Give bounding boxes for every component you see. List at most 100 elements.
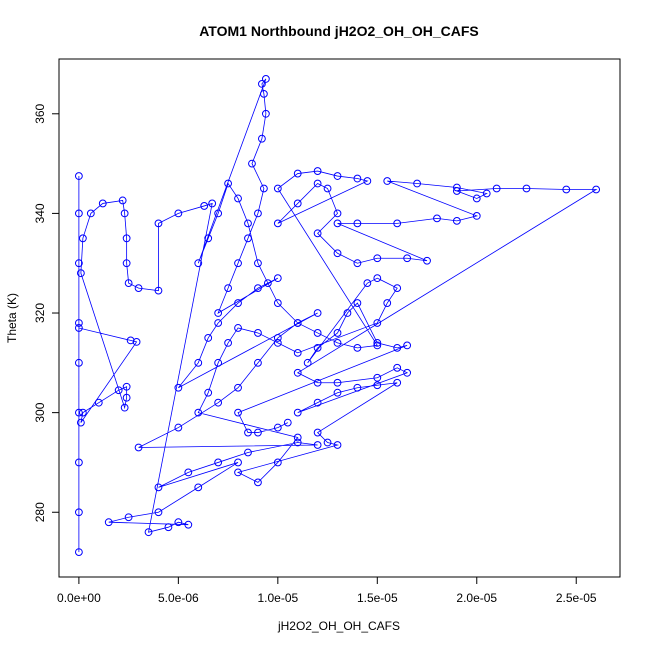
data-point xyxy=(273,458,282,467)
data-point xyxy=(254,329,262,337)
data-point xyxy=(74,358,83,367)
data-point xyxy=(86,209,95,218)
data-point xyxy=(194,408,203,417)
data-point xyxy=(373,339,382,347)
data-point xyxy=(224,339,233,347)
data-point xyxy=(303,358,312,367)
data-point xyxy=(562,185,571,194)
data-point xyxy=(104,518,113,527)
data-point xyxy=(234,324,242,332)
data-point xyxy=(373,319,382,327)
data-point xyxy=(333,249,342,258)
data-point xyxy=(313,441,322,449)
data-point xyxy=(114,386,123,395)
data-point xyxy=(224,284,233,293)
data-point xyxy=(373,274,382,283)
data-point xyxy=(144,528,153,537)
data-point xyxy=(293,438,302,447)
data-point xyxy=(492,184,501,193)
data-point xyxy=(234,408,242,417)
data-point xyxy=(273,299,282,307)
y-axis: 280 300 320 340 360 xyxy=(33,103,60,522)
data-point xyxy=(200,202,209,210)
data-point xyxy=(214,398,223,407)
data-point xyxy=(293,199,302,208)
data-point xyxy=(313,428,322,437)
y-tick-label: 360 xyxy=(33,103,47,123)
data-point xyxy=(403,341,412,350)
data-point xyxy=(214,209,223,218)
data-point xyxy=(363,177,372,185)
data-point xyxy=(132,338,141,346)
data-point xyxy=(254,358,262,367)
data-point xyxy=(293,319,302,327)
data-point xyxy=(244,219,252,228)
data-point xyxy=(293,169,302,178)
data-point xyxy=(333,378,342,387)
data-point xyxy=(333,388,342,397)
x-axis: 0.0e+00 5.0e-06 1.0e-05 1.5e-05 2.0e-05 2.5e-… xyxy=(57,576,597,605)
x-tick-label: 2.0e-05 xyxy=(456,591,497,605)
data-point xyxy=(333,209,342,218)
data-point xyxy=(258,80,266,88)
data-point xyxy=(403,254,412,263)
x-axis-label: jH2O2_OH_OH_CAFS xyxy=(277,619,400,633)
data-point xyxy=(254,259,262,268)
data-point xyxy=(154,508,163,517)
data-point xyxy=(234,458,242,467)
data-point xyxy=(122,234,131,243)
data-point xyxy=(254,428,262,437)
data-point xyxy=(313,179,322,188)
data-point xyxy=(393,378,402,387)
y-tick-label: 340 xyxy=(33,203,47,223)
x-tick-label: 0.0e+00 xyxy=(57,591,101,605)
data-point xyxy=(263,279,272,288)
data-point xyxy=(273,334,282,342)
data-point xyxy=(283,418,292,427)
data-point xyxy=(403,368,412,377)
data-point xyxy=(204,234,213,243)
data-point xyxy=(313,167,322,175)
data-point xyxy=(74,548,83,556)
data-point xyxy=(214,309,223,317)
data-point xyxy=(244,234,252,243)
data-point xyxy=(482,189,491,198)
data-point xyxy=(174,209,183,218)
data-point xyxy=(74,172,83,180)
data-point xyxy=(383,177,392,185)
data-point xyxy=(261,109,270,118)
data-point xyxy=(78,408,87,417)
data-point xyxy=(313,343,322,352)
y-tick-label: 300 xyxy=(33,402,47,422)
data-point xyxy=(293,368,302,377)
data-point xyxy=(118,196,127,205)
data-point xyxy=(313,229,322,238)
data-point xyxy=(273,423,282,432)
data-point xyxy=(423,256,431,265)
data-point xyxy=(353,343,362,352)
data-point xyxy=(184,468,193,477)
data-point xyxy=(224,179,233,188)
data-point xyxy=(126,336,135,345)
data-point xyxy=(154,483,163,492)
data-point xyxy=(333,172,342,180)
data-point xyxy=(244,448,252,457)
data-point xyxy=(353,219,362,228)
data-point xyxy=(293,348,302,357)
data-point xyxy=(313,398,322,407)
data-point xyxy=(522,184,531,193)
data-point xyxy=(164,523,173,532)
data-point xyxy=(452,216,461,225)
data-point xyxy=(323,438,332,447)
data-point xyxy=(208,199,217,208)
data-point xyxy=(134,443,143,452)
x-tick-label: 1.5e-05 xyxy=(357,591,398,605)
data-point xyxy=(234,383,242,392)
data-point xyxy=(214,458,223,467)
data-point xyxy=(98,199,107,208)
data-point xyxy=(120,209,129,218)
y-tick-label: 280 xyxy=(33,502,47,522)
data-point xyxy=(261,75,270,83)
data-point xyxy=(333,441,342,449)
data-point xyxy=(353,174,362,183)
